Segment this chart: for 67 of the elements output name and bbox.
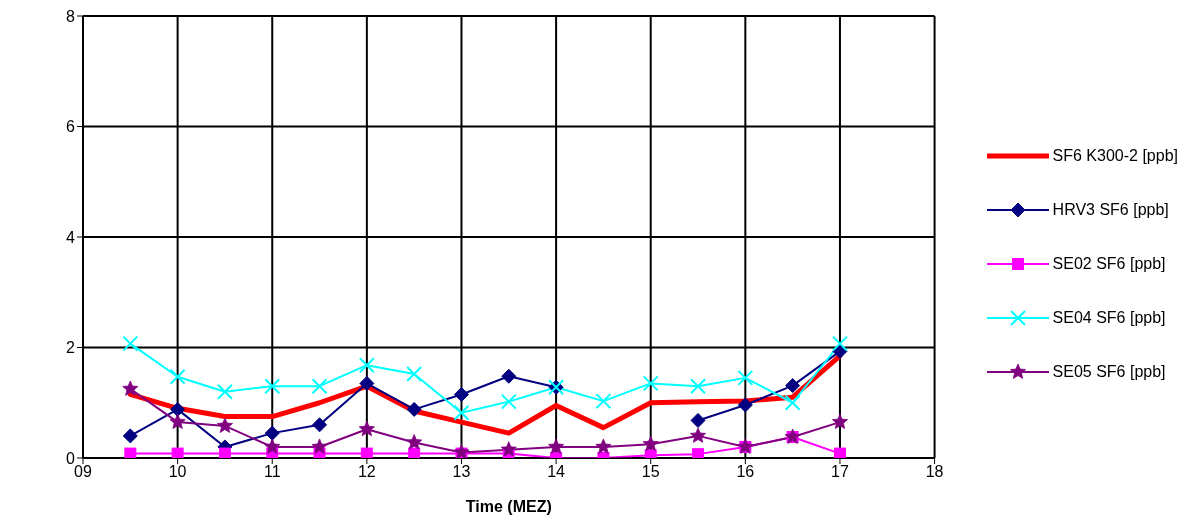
x-tick-label: 17 [831,463,849,481]
legend-label: SF6 K300-2 [ppb] [1052,147,1178,165]
point [690,427,707,443]
x-tick-label: 18 [925,463,944,481]
y-tick-label: 8 [66,7,76,25]
point [311,438,328,454]
point [169,413,186,429]
point [500,393,517,410]
y-tick-label: 6 [66,118,76,136]
x-tick-label: 11 [263,463,281,481]
point [169,368,186,385]
point [358,420,375,437]
point [216,417,233,433]
point [406,434,423,450]
x-tick-label: 09 [74,463,92,481]
point [642,435,659,452]
point [264,438,281,454]
point [218,447,231,458]
point [500,441,517,457]
legend-label: SE05 SF6 [ppb] [1052,363,1166,381]
point [359,375,375,391]
point [124,447,137,458]
point [784,394,801,411]
point [216,383,233,400]
point [501,368,517,384]
point [358,357,375,374]
legend-label: HRV3 SF6 [ppb] [1052,201,1169,219]
x-axis-title: Time (MEZ) [465,498,552,515]
point [122,428,138,444]
y-tick-label: 4 [66,228,76,246]
point [690,412,706,428]
x-tick-label: 16 [736,463,755,481]
point [406,366,423,383]
point [122,335,139,352]
point [122,380,139,396]
x-tick-label: 15 [641,463,660,481]
point [453,386,469,402]
point [408,447,421,458]
y-tick-label: 2 [66,339,76,357]
point [737,397,753,413]
point [831,413,848,429]
legend-label: SE02 SF6 [ppb] [1052,255,1166,273]
point [360,447,373,458]
point [690,378,707,395]
point [264,378,281,395]
point [406,401,422,417]
point [642,375,659,392]
x-tick-label: 13 [452,463,471,481]
point [171,447,184,458]
point [692,448,705,458]
point [833,447,846,458]
legend-label: SE04 SF6 [ppb] [1052,309,1166,327]
point [312,417,328,433]
point [831,335,848,352]
point [737,369,754,386]
point [595,393,612,410]
point [548,438,565,454]
point [170,401,186,417]
point [311,378,328,395]
x-tick-label: 14 [547,463,566,481]
point [785,378,801,394]
point [453,404,470,421]
point [264,425,280,441]
x-tick-label: 10 [168,463,187,481]
x-tick-label: 12 [357,463,376,481]
y-tick-label: 0 [66,449,76,467]
point [595,438,612,454]
